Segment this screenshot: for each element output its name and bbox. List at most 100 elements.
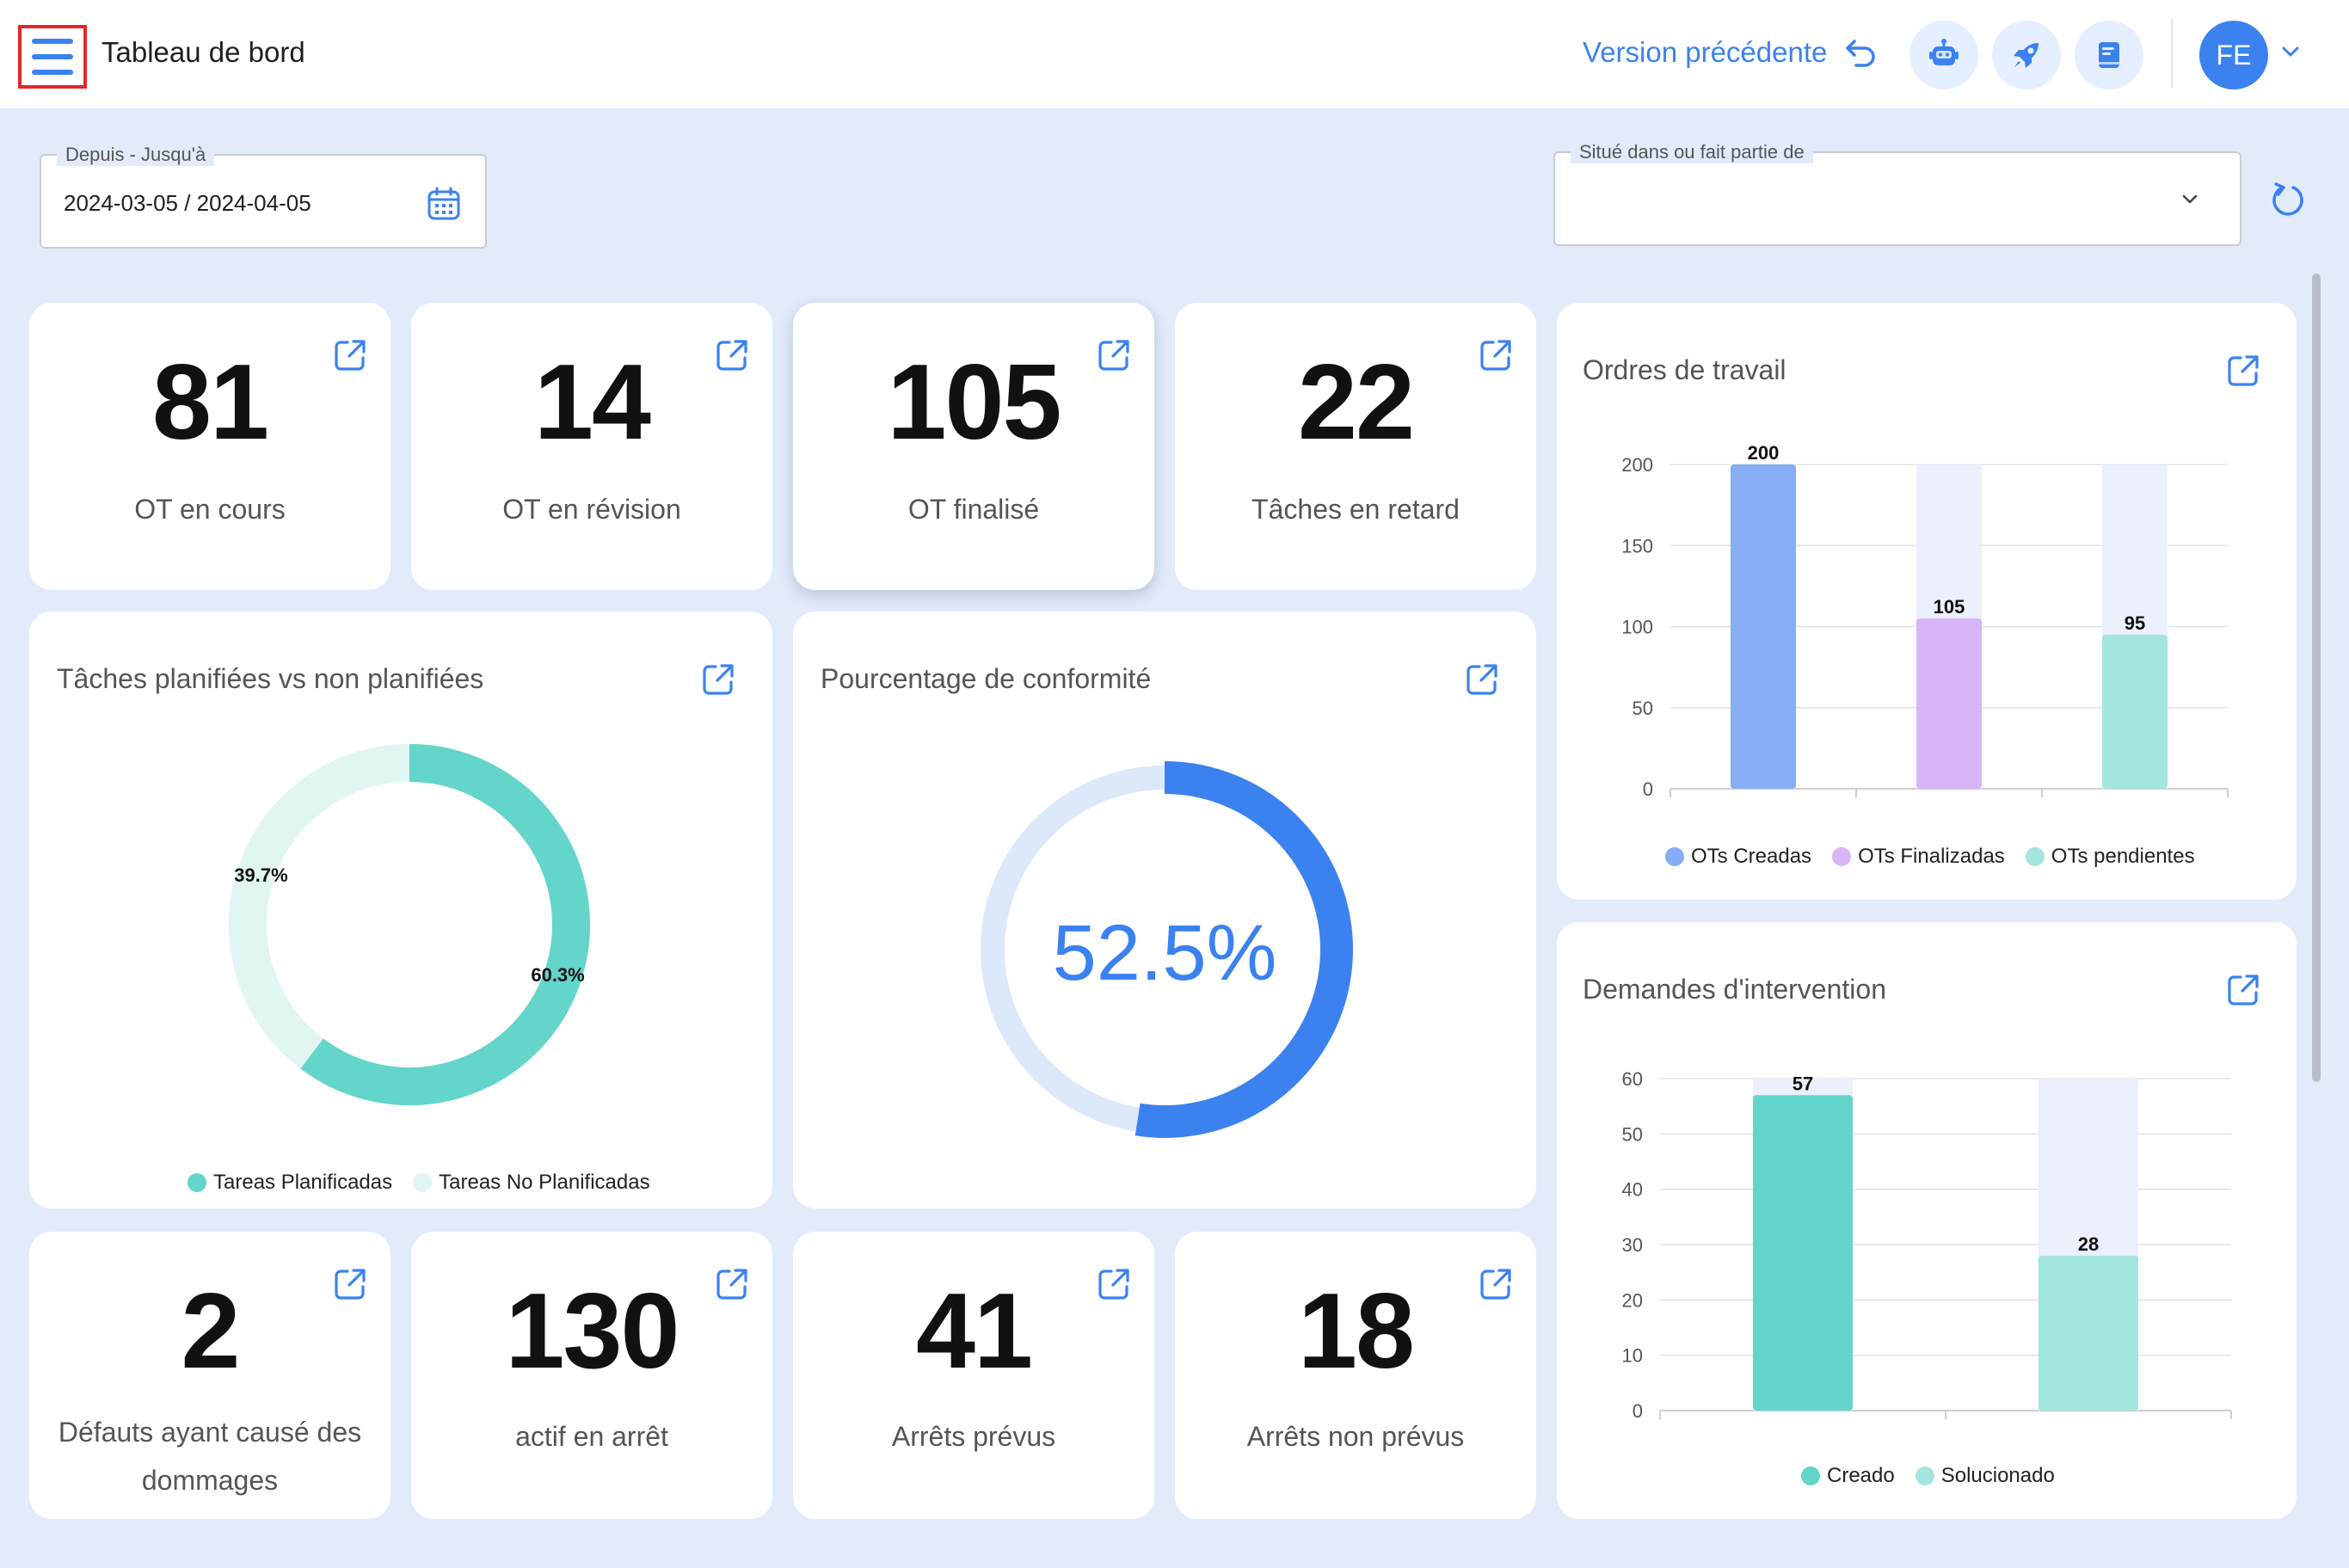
hamburger-menu-icon[interactable] <box>18 25 87 89</box>
external-link-icon[interactable] <box>1094 1264 1134 1304</box>
kpi-label: OT finalisé <box>907 494 1040 525</box>
legend-item[interactable]: Tareas No Planificadas <box>413 1171 650 1195</box>
bar-data-label: 28 <box>2078 1233 2099 1255</box>
external-link-icon[interactable] <box>330 335 370 375</box>
kpi-card-arrets-prevus[interactable]: 41 Arrêts prévus <box>793 1232 1154 1519</box>
kpi-value: 2 <box>181 1272 241 1391</box>
book-button[interactable] <box>2075 21 2143 89</box>
y-tick-label: 30 <box>1622 1234 1643 1256</box>
kpi-label: actif en arrêt <box>515 1421 668 1452</box>
planned-tasks-donut: 60.3% 39.7% <box>229 744 590 1105</box>
legend-label: OTs Finalizadas <box>1858 845 2005 868</box>
page-scrollbar[interactable] <box>2312 274 2321 1082</box>
donut-slice[interactable] <box>300 744 590 1105</box>
kpi-value: 22 <box>1298 343 1415 462</box>
calendar-icon[interactable] <box>425 185 463 223</box>
donut-data-label: 39.7% <box>234 864 287 886</box>
kpi-card-ot-en-cours[interactable]: 81 OT en cours <box>29 303 390 590</box>
page-title: Tableau de bord <box>101 36 305 68</box>
card-title: Pourcentage de conformité <box>821 663 1152 694</box>
compliance-value: 52.5% <box>1053 909 1277 997</box>
chevron-down-icon[interactable] <box>2279 43 2302 60</box>
y-tick-label: 150 <box>1621 535 1653 556</box>
robot-icon <box>1929 39 1959 65</box>
kpi-card-arrets-non-prevus[interactable]: 18 Arrêts non prévus <box>1175 1232 1536 1519</box>
donut-slice[interactable] <box>229 744 410 1069</box>
y-tick-label: 50 <box>1622 1123 1643 1145</box>
rocket-icon <box>2014 43 2038 68</box>
external-link-icon[interactable] <box>1094 335 1134 375</box>
bar[interactable] <box>2102 634 2168 789</box>
work-orders-legend: OTs Creadas OTs Finalizadas OTs pendient… <box>1665 845 2195 869</box>
kpi-value: 105 <box>887 343 1062 462</box>
bar[interactable] <box>1731 464 1796 789</box>
planned-tasks-card: Tâches planifiées vs non planifiées 60.3… <box>29 612 772 1208</box>
y-tick-label: 0 <box>1643 778 1653 800</box>
legend-label: OTs pendientes <box>2051 845 2195 868</box>
bar-data-label: 200 <box>1748 442 1780 464</box>
external-link-icon[interactable] <box>1476 335 1516 375</box>
y-tick-label: 20 <box>1622 1289 1643 1311</box>
requests-chart: 0 10 20 30 40 50 60 57 28 <box>1622 1068 2232 1422</box>
kpi-value: 81 <box>152 343 269 462</box>
bar-data-label: 105 <box>1934 596 1965 618</box>
kpi-card-taches-en-retard[interactable]: 22 Tâches en retard <box>1175 303 1536 590</box>
y-tick-label: 40 <box>1622 1179 1643 1201</box>
kpi-value: 130 <box>505 1272 680 1391</box>
external-link-icon[interactable] <box>2223 351 2263 390</box>
card-title: Demandes d'intervention <box>1583 974 1886 1005</box>
legend-item[interactable]: OTs Creadas <box>1665 845 1811 869</box>
external-link-icon[interactable] <box>712 1264 752 1304</box>
legend-label: Tareas Planificadas <box>213 1171 393 1194</box>
y-tick-label: 100 <box>1621 617 1653 638</box>
bar-data-label: 95 <box>2125 612 2145 634</box>
legend-item[interactable]: OTs pendientes <box>2025 845 2195 869</box>
date-range-field[interactable]: Depuis - Jusqu'à 2024-03-05 / 2024-04-05 <box>40 144 487 249</box>
external-link-icon[interactable] <box>698 660 738 699</box>
robot-button[interactable] <box>1909 21 1978 89</box>
y-tick-label: 200 <box>1621 454 1653 476</box>
compliance-card: Pourcentage de conformité 52.5% <box>793 612 1536 1208</box>
kpi-value: 18 <box>1298 1272 1415 1391</box>
legend-item[interactable]: Solucionado <box>1915 1464 2055 1488</box>
refresh-icon[interactable] <box>2267 179 2309 220</box>
kpi-label: Tâches en retard <box>1251 494 1460 525</box>
legend-item[interactable]: Creado <box>1801 1464 1895 1488</box>
external-link-icon[interactable] <box>1476 1264 1516 1304</box>
requests-card: Demandes d'intervention 0 10 20 30 40 50 60 57 2… <box>1557 922 2297 1519</box>
undo-arrow-icon <box>1846 40 1876 67</box>
legend-item[interactable]: Tareas Planificadas <box>188 1171 392 1195</box>
legend-item[interactable]: OTs Finalizadas <box>1832 845 2005 869</box>
legend-label: Creado <box>1827 1464 1895 1487</box>
external-link-icon[interactable] <box>330 1264 370 1304</box>
requests-legend: Creado Solucionado <box>1801 1464 2055 1488</box>
card-title: Tâches planifiées vs non planifiées <box>57 663 484 694</box>
legend-label: Tareas No Planificadas <box>439 1171 650 1194</box>
rocket-button[interactable] <box>1992 21 2061 89</box>
bar[interactable] <box>1753 1095 1853 1411</box>
date-range-label: Depuis - Jusqu'à <box>57 144 215 166</box>
card-title: Ordres de travail <box>1583 354 1786 385</box>
external-link-icon[interactable] <box>1462 660 1502 699</box>
location-select[interactable]: Situé dans ou fait partie de <box>1553 141 2241 246</box>
external-link-icon[interactable] <box>712 335 752 375</box>
donut-data-label: 60.3% <box>531 964 584 986</box>
chevron-down-icon <box>2182 194 2198 204</box>
kpi-card-ot-en-revision[interactable]: 14 OT en révision <box>411 303 772 590</box>
avatar[interactable]: FE <box>2199 21 2268 89</box>
date-range-value: 2024-03-05 / 2024-04-05 <box>64 190 311 216</box>
kpi-label: OT en cours <box>134 494 286 525</box>
kpi-card-ot-finalise[interactable]: 105 OT finalisé <box>793 303 1154 590</box>
kpi-label: OT en révision <box>502 494 681 525</box>
bar[interactable] <box>1916 618 1982 789</box>
kpi-card-defauts[interactable]: 2 Défauts ayant causé des dommages <box>29 1232 390 1519</box>
planned-tasks-legend: Tareas Planificadas Tareas No Planificad… <box>188 1171 650 1195</box>
kpi-label: Arrêts non prévus <box>1246 1421 1465 1452</box>
book-icon <box>2099 42 2119 68</box>
kpi-card-actif-en-arret[interactable]: 130 actif en arrêt <box>411 1232 772 1519</box>
external-link-icon[interactable] <box>2223 970 2263 1010</box>
work-orders-chart: 0 50 100 150 200 200 105 95 <box>1621 442 2229 800</box>
gauge-progress-arc <box>1135 761 1353 1138</box>
bar[interactable] <box>2038 1255 2138 1411</box>
previous-version-link[interactable]: Version précédente <box>1583 36 1877 69</box>
